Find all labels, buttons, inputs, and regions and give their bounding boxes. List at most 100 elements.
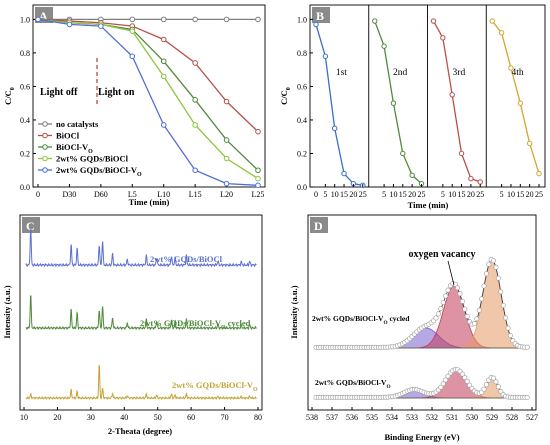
d-data-point bbox=[452, 281, 458, 287]
b-series-line bbox=[432, 20, 481, 183]
panel-c-xlabel: 2-Theata (degree) bbox=[108, 426, 172, 436]
c-xtick-label: 50 bbox=[154, 413, 162, 422]
b-series-point bbox=[430, 18, 437, 24]
d-data-point bbox=[474, 316, 480, 322]
legend-label: no catalysts bbox=[56, 119, 99, 129]
b-series-point bbox=[440, 35, 446, 41]
panel-c-frame bbox=[19, 214, 263, 411]
b-ytick-label: 0.0 bbox=[297, 183, 307, 192]
legend-swatch-marker bbox=[42, 167, 48, 173]
d-data-point bbox=[491, 258, 497, 264]
a-series-point bbox=[255, 128, 261, 135]
d-data-point bbox=[505, 325, 511, 331]
d-data-point bbox=[443, 377, 449, 383]
d-data-point bbox=[438, 384, 444, 390]
b-xtick-label: 25 bbox=[535, 190, 543, 199]
a-series-line bbox=[37, 18, 259, 186]
light-on-label: Light on bbox=[98, 87, 135, 98]
d-data-point bbox=[479, 296, 485, 302]
d-data-point bbox=[464, 313, 470, 319]
d-xtick-label: 534 bbox=[386, 413, 398, 422]
b-xtick-label: 10 bbox=[389, 190, 397, 199]
c-xtick-label: 80 bbox=[254, 413, 262, 422]
a-series-point bbox=[192, 16, 198, 23]
d-data-point bbox=[462, 375, 468, 381]
panel-c-plot: 10 20 30 40 50 60 70 80 2wt% GQDs/BiOCl 2wt% GQDs… bbox=[20, 229, 262, 422]
c-series-label: 2wt% GQDs/BiOCl-VO bbox=[172, 380, 258, 393]
d-data-point bbox=[433, 315, 439, 321]
c-series-label: 2wt% GQDs/BiOCl bbox=[150, 254, 223, 264]
b-xtick-label: 0 bbox=[314, 190, 318, 199]
a-xtick-label: L15 bbox=[189, 190, 202, 199]
legend-swatch-marker bbox=[42, 132, 48, 139]
a-series-point bbox=[66, 21, 73, 28]
c-xtick-label: 70 bbox=[221, 413, 229, 422]
b-series-point bbox=[332, 125, 338, 132]
d-data-point bbox=[440, 381, 446, 387]
b-xtick-label: 15 bbox=[340, 190, 348, 199]
a-series-point bbox=[223, 98, 230, 105]
a-series-point bbox=[223, 16, 230, 23]
b-series-point bbox=[409, 172, 415, 178]
b-ytick-label: 0.2 bbox=[297, 149, 307, 158]
b-xtick-label: 25 bbox=[359, 190, 367, 199]
d-xtick-label: 527 bbox=[526, 413, 538, 422]
d-xtick-label: 533 bbox=[406, 413, 418, 422]
b-xtick-label: 25 bbox=[476, 190, 484, 199]
panel-b-letter: B bbox=[316, 9, 324, 23]
d-xtick-label: 531 bbox=[446, 413, 458, 422]
b-series-point bbox=[517, 100, 523, 106]
d-data-point bbox=[459, 371, 465, 377]
d-data-point bbox=[457, 291, 463, 297]
legend-swatch-marker bbox=[42, 144, 48, 150]
d-xtick-label: 535 bbox=[366, 413, 378, 422]
b-series-line bbox=[315, 24, 363, 186]
b-xtick-label: 20 bbox=[467, 190, 475, 199]
d-data-point bbox=[462, 306, 468, 312]
d-data-point bbox=[481, 386, 487, 392]
a-ytick-label: 0.6 bbox=[20, 82, 30, 91]
a-series-line bbox=[37, 18, 259, 180]
a-xtick-label: D60 bbox=[94, 190, 108, 199]
d-data-point bbox=[459, 298, 465, 304]
a-series-point bbox=[98, 23, 104, 29]
a-series-point bbox=[192, 167, 198, 174]
d-annotation-arrow bbox=[447, 260, 455, 286]
d-data-point bbox=[495, 275, 501, 281]
b-xtick-label: 10 bbox=[507, 190, 515, 199]
b-ytick-label: 0.8 bbox=[297, 49, 307, 58]
d-data-point bbox=[491, 375, 497, 381]
d-data-point bbox=[503, 315, 509, 321]
b-series-point bbox=[372, 18, 378, 24]
b-series-point bbox=[341, 170, 347, 177]
a-series-point bbox=[255, 16, 261, 23]
b-series-point bbox=[489, 18, 495, 24]
d-data-point bbox=[486, 261, 492, 267]
panel-a: A Light off Light on Time (min) C/C0 0 D3… bbox=[3, 4, 266, 207]
a-xtick-label: L25 bbox=[252, 190, 265, 199]
c-xtick-label: 10 bbox=[20, 413, 28, 422]
a-series-point bbox=[223, 180, 230, 187]
panel-a-letter: A bbox=[39, 9, 48, 23]
c-pattern-line bbox=[25, 364, 257, 400]
a-series-point bbox=[160, 16, 167, 23]
d-xtick-label: 537 bbox=[326, 413, 338, 422]
d-spectrum-label: 2wt% GQDs/BiOCl-VO bbox=[315, 378, 391, 390]
legend-label: 2wt% GQDs/BiOCl-VO bbox=[56, 165, 142, 178]
panel-a-frame bbox=[32, 4, 266, 188]
a-xtick-label: L10 bbox=[157, 190, 170, 199]
a-series-point bbox=[129, 16, 136, 23]
a-xtick-label: 0 bbox=[36, 190, 40, 199]
b-series-point bbox=[508, 65, 514, 71]
panel-d-badge bbox=[310, 217, 328, 233]
a-series-point bbox=[192, 97, 198, 103]
c-pattern-line bbox=[25, 229, 257, 268]
a-series-point bbox=[223, 155, 230, 162]
panel-a-xlabel: Time (min) bbox=[129, 197, 170, 207]
d-data-point bbox=[493, 379, 499, 385]
b-xtick-label: 10 bbox=[331, 190, 339, 199]
a-xtick-label: D30 bbox=[63, 190, 77, 199]
b-series-point bbox=[458, 150, 465, 157]
